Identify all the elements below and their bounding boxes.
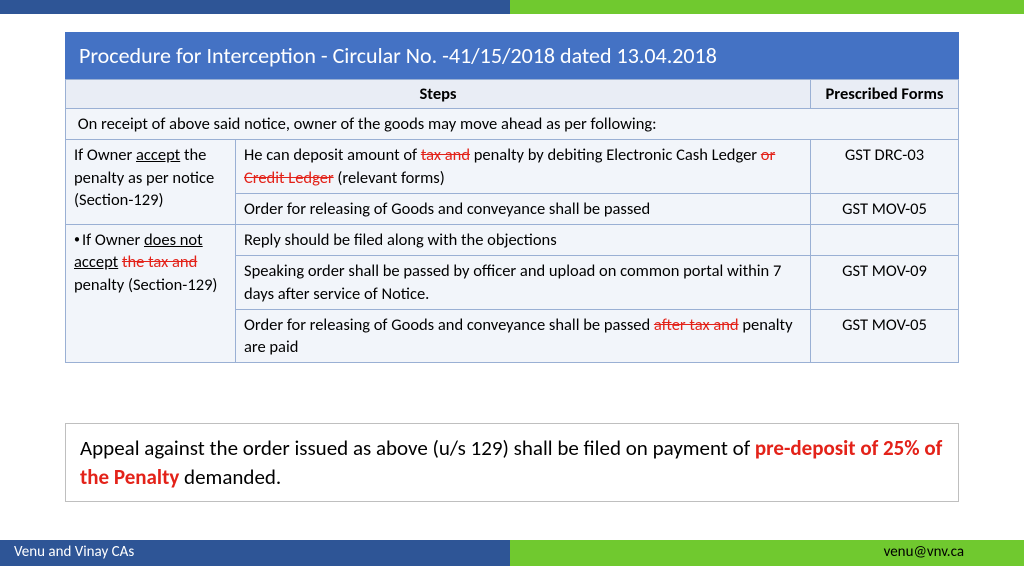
group1-r2: Order for releasing of Goods and conveya… (236, 193, 811, 224)
intro-cell: On receipt of above said notice, owner o… (66, 109, 959, 140)
group2-r1: Reply should be filed along with the obj… (236, 225, 811, 256)
group1-label: If Owner accept the penalty as per notic… (66, 140, 236, 225)
intro-text: On receipt of above said notice, owner o… (78, 114, 657, 134)
group2-r3-form: GST MOV-05 (811, 309, 959, 363)
appeal-post: demanded. (179, 464, 281, 490)
strike-text: tax and (421, 145, 470, 165)
strike-text: after tax and (654, 315, 739, 335)
procedure-table: Steps Prescribed Forms On receipt of abo… (65, 79, 959, 363)
group2-r1-form (811, 225, 959, 256)
top-bar-blue (0, 0, 510, 14)
bullet-icon: • (74, 233, 80, 247)
header-steps: Steps (66, 80, 811, 109)
group1-r1: He can deposit amount of tax and penalty… (236, 140, 811, 194)
text: (relevant forms) (334, 168, 445, 188)
intro-row: On receipt of above said notice, owner o… (66, 109, 959, 140)
text: If Owner (74, 145, 136, 165)
group2-label: •If Owner does not accept the tax and pe… (66, 225, 236, 363)
footer-right: venu@vnv.ca (510, 540, 1024, 566)
main-content: Procedure for Interception - Circular No… (0, 14, 1024, 363)
group1-r1-form: GST DRC-03 (811, 140, 959, 194)
header-forms: Prescribed Forms (811, 80, 959, 109)
group1-r2-form: GST MOV-05 (811, 193, 959, 224)
table-row: •If Owner does not accept the tax and pe… (66, 225, 959, 256)
top-bar-green (510, 0, 1024, 14)
table-row: If Owner accept the penalty as per notic… (66, 140, 959, 194)
group2-r2-form: GST MOV-09 (811, 256, 959, 310)
text: penalty by debiting Electronic Cash Ledg… (470, 145, 761, 165)
footer-bar: Venu and Vinay CAs venu@vnv.ca (0, 540, 1024, 566)
group2-r3: Order for releasing of Goods and conveya… (236, 309, 811, 363)
text: penalty (Section-129) (74, 275, 217, 295)
text-underline: accept (136, 145, 180, 165)
text: Order for releasing of Goods and conveya… (244, 315, 654, 335)
text: He can deposit amount of (244, 145, 421, 165)
top-accent-bar (0, 0, 1024, 14)
page-title: Procedure for Interception - Circular No… (65, 32, 959, 79)
group2-r2: Speaking order shall be passed by office… (236, 256, 811, 310)
appeal-note: Appeal against the order issued as above… (65, 423, 959, 502)
appeal-pre: Appeal against the order issued as above… (80, 435, 755, 461)
text: If Owner (82, 230, 144, 250)
footer-left: Venu and Vinay CAs (0, 540, 510, 566)
strike-text: the tax and (122, 252, 197, 272)
table-header-row: Steps Prescribed Forms (66, 80, 959, 109)
